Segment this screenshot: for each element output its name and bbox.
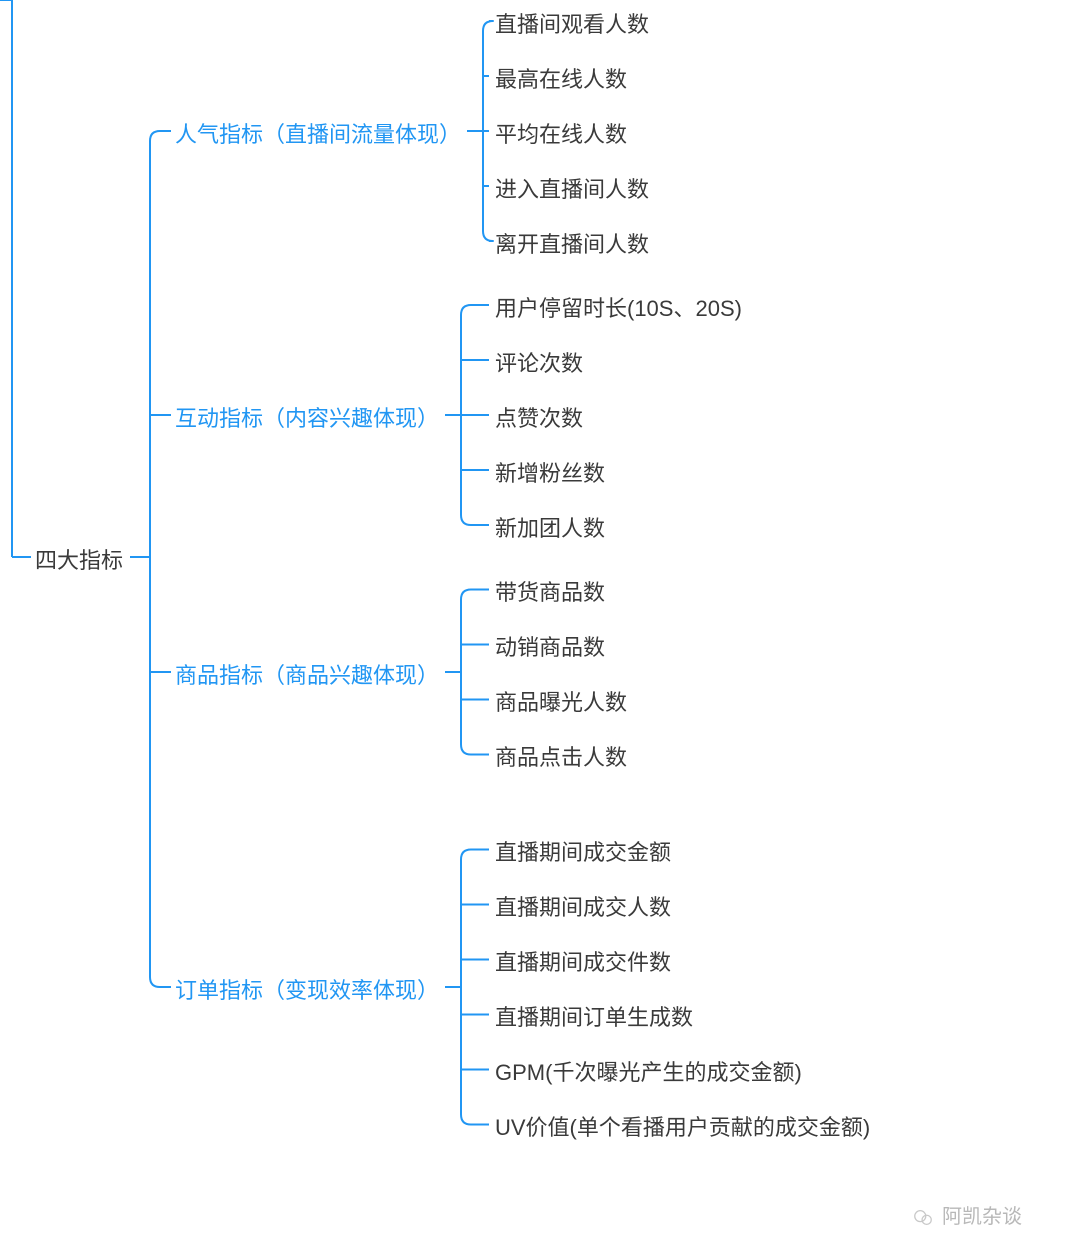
- watermark-text: 阿凯杂谈: [912, 1200, 1022, 1229]
- leaf-node-3-1: 直播期间成交人数: [495, 890, 671, 922]
- branch-node-1: 互动指标（内容兴趣体现）: [175, 401, 439, 433]
- leaf-node-0-4: 离开直播间人数: [495, 227, 649, 259]
- branch-node-2: 商品指标（商品兴趣体现）: [175, 658, 439, 690]
- leaf-node-1-4: 新加团人数: [495, 511, 605, 543]
- mindmap-canvas: 阿凯杂谈 四大指标 人气指标（直播间流量体现） 直播间观看人数最高在线人数平均在线人…: [0, 0, 1086, 1242]
- leaf-node-1-0: 用户停留时长(10S、20S): [495, 291, 742, 323]
- leaf-node-1-3: 新增粉丝数: [495, 456, 605, 488]
- leaf-node-3-4: GPM(千次曝光产生的成交金额): [495, 1055, 802, 1087]
- wechat-icon: [912, 1207, 934, 1229]
- leaf-node-1-2: 点赞次数: [495, 401, 583, 433]
- leaf-node-3-0: 直播期间成交金额: [495, 835, 671, 867]
- leaf-node-0-0: 直播间观看人数: [495, 7, 649, 39]
- leaf-node-2-0: 带货商品数: [495, 575, 605, 607]
- leaf-node-0-3: 进入直播间人数: [495, 172, 649, 204]
- leaf-node-0-1: 最高在线人数: [495, 62, 627, 94]
- leaf-node-3-5: UV价值(单个看播用户贡献的成交金额): [495, 1110, 870, 1142]
- branch-node-3: 订单指标（变现效率体现）: [175, 973, 439, 1005]
- leaf-node-0-2: 平均在线人数: [495, 117, 627, 149]
- leaf-node-1-1: 评论次数: [495, 346, 583, 378]
- leaf-node-2-1: 动销商品数: [495, 630, 605, 662]
- leaf-node-2-3: 商品点击人数: [495, 740, 627, 772]
- leaf-node-3-3: 直播期间订单生成数: [495, 1000, 693, 1032]
- leaf-node-2-2: 商品曝光人数: [495, 685, 627, 717]
- leaf-node-3-2: 直播期间成交件数: [495, 945, 671, 977]
- branch-node-0: 人气指标（直播间流量体现）: [175, 117, 461, 149]
- root-node: 四大指标: [35, 543, 123, 575]
